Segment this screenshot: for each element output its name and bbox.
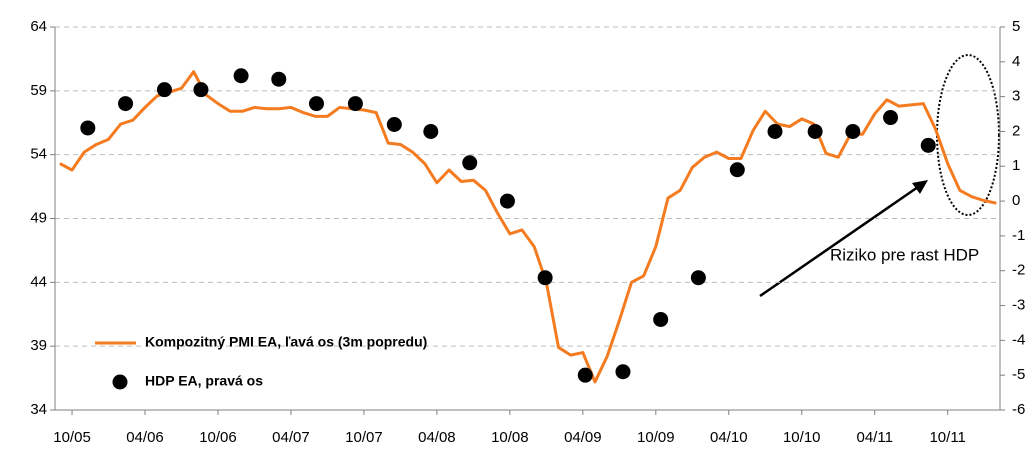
gdp-dot [499, 193, 515, 209]
x-tick-label: 04/09 [564, 429, 602, 446]
y2-tick-label: -2 [1012, 262, 1025, 279]
legend-label: HDP EA, pravá os [145, 373, 263, 389]
gdp-dot [537, 270, 553, 286]
annotation: Riziko pre rast HDP [830, 245, 979, 264]
y2-tick-label: -6 [1012, 401, 1025, 418]
y2-tick-label: 4 [1012, 53, 1020, 70]
gdp-dot [80, 120, 96, 136]
x-tick-label: 10/05 [53, 429, 91, 446]
risk-ellipse [936, 54, 1000, 216]
x-tick-label: 10/08 [491, 429, 529, 446]
gdp-dot [271, 71, 287, 87]
arrow-head [912, 180, 928, 194]
y2-tick-label: 1 [1012, 157, 1020, 174]
gdp-dot [920, 137, 936, 153]
y-tick-label: 44 [30, 273, 47, 290]
x-tick-label: 04/06 [126, 429, 164, 446]
gdp-dot [653, 311, 669, 327]
x-tick-label: 04/07 [272, 429, 310, 446]
gdp-dot [845, 123, 861, 139]
y-tick-label: 34 [30, 401, 47, 418]
gdp-dot [118, 96, 134, 112]
gdp-dot [233, 68, 249, 84]
gdp-dot [767, 123, 783, 139]
gdp-dot [156, 82, 172, 98]
legend-label: Kompozitný PMI EA, ľavá os (3m popredu) [145, 334, 427, 350]
y-tick-label: 39 [30, 337, 47, 354]
x-tick-label: 10/10 [783, 429, 821, 446]
y2-tick-label: 0 [1012, 192, 1020, 209]
x-tick-label: 10/06 [199, 429, 237, 446]
y2-tick-label: 3 [1012, 88, 1020, 105]
x-tick-label: 10/07 [345, 429, 383, 446]
gdp-dot [193, 82, 209, 98]
y-tick-label: 59 [30, 82, 47, 99]
x-tick-label: 04/08 [418, 429, 456, 446]
gdp-dot [462, 155, 478, 171]
y2-tick-label: 2 [1012, 122, 1020, 139]
y2-tick-label: -3 [1012, 297, 1025, 314]
gdp-dot [423, 123, 439, 139]
x-tick-label: 04/10 [710, 429, 748, 446]
y2-tick-label: 5 [1012, 18, 1020, 35]
gdp-dot [729, 162, 745, 178]
gdp-dot [347, 96, 363, 112]
x-tick-label: 10/11 [929, 429, 965, 446]
y2-tick-label: -1 [1012, 227, 1025, 244]
y-tick-label: 54 [30, 146, 47, 163]
arrow [759, 185, 919, 298]
gdp-dot [386, 116, 402, 132]
gdp-dot [690, 270, 706, 286]
gdp-dot [577, 367, 593, 383]
legend-swatch [112, 374, 128, 390]
gdp-dot [807, 123, 823, 139]
y-tick-label: 64 [30, 18, 47, 35]
y-tick-label: 49 [30, 209, 47, 226]
x-tick-label: 10/09 [637, 429, 675, 446]
y2-tick-label: -5 [1012, 366, 1025, 383]
gdp-dot [308, 96, 324, 112]
pmi-line [59, 70, 997, 384]
gdp-dot [615, 364, 631, 380]
gdp-dot [883, 110, 899, 126]
x-tick-label: 04/11 [857, 429, 893, 446]
y2-tick-label: -4 [1012, 331, 1025, 348]
